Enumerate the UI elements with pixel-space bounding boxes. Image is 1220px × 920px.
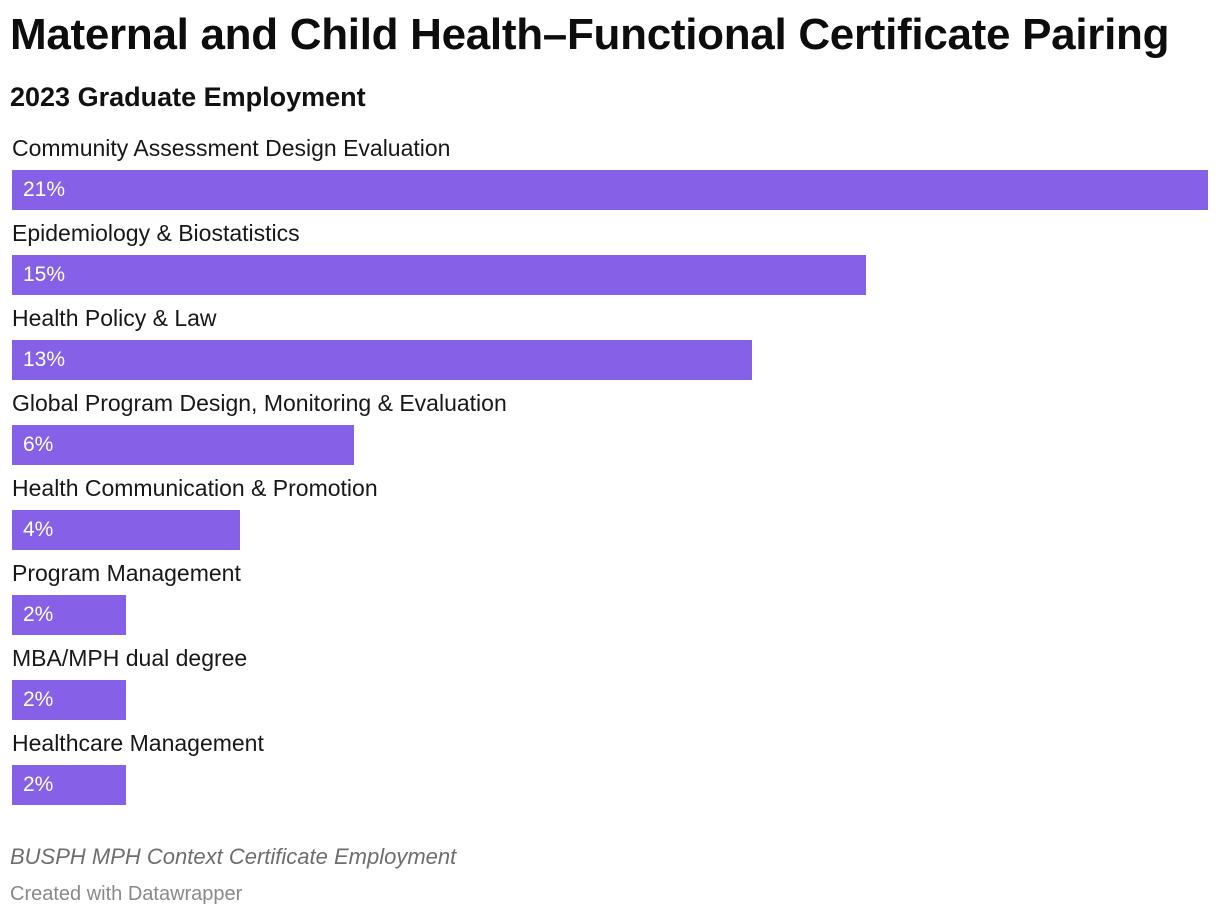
bar-value-label: 15% (23, 263, 66, 286)
bar-value-label: 6% (23, 433, 54, 456)
bar[interactable]: 4% (12, 510, 240, 550)
category-label: MBA/MPH dual degree (12, 645, 248, 671)
category-label: Healthcare Management (12, 730, 264, 756)
bar[interactable]: 21% (12, 170, 1208, 210)
bar[interactable]: 2% (12, 680, 126, 720)
category-label: Epidemiology & Biostatistics (12, 220, 300, 246)
chart-credit[interactable]: Created with Datawrapper (10, 883, 243, 905)
bar-value-label: 2% (23, 773, 54, 796)
bar-value-label: 4% (23, 518, 54, 541)
bar[interactable]: 15% (12, 255, 866, 295)
category-label: Health Policy & Law (12, 305, 217, 331)
category-label: Program Management (12, 560, 241, 586)
bar-value-label: 13% (23, 348, 66, 371)
chart-subtitle: 2023 Graduate Employment (10, 82, 366, 112)
chart-notes: BUSPH MPH Context Certificate Employment (10, 844, 457, 869)
bar[interactable]: 2% (12, 595, 126, 635)
bar-value-label: 2% (23, 603, 54, 626)
bar[interactable]: 2% (12, 765, 126, 805)
bar-value-label: 21% (23, 178, 66, 201)
category-label: Community Assessment Design Evaluation (12, 135, 451, 161)
bar[interactable]: 6% (12, 425, 354, 465)
category-label: Health Communication & Promotion (12, 475, 378, 501)
bar-value-label: 2% (23, 688, 54, 711)
bar[interactable]: 13% (12, 340, 752, 380)
chart-title: Maternal and Child Health–Functional Cer… (10, 10, 1170, 59)
category-label: Global Program Design, Monitoring & Eval… (12, 390, 507, 416)
